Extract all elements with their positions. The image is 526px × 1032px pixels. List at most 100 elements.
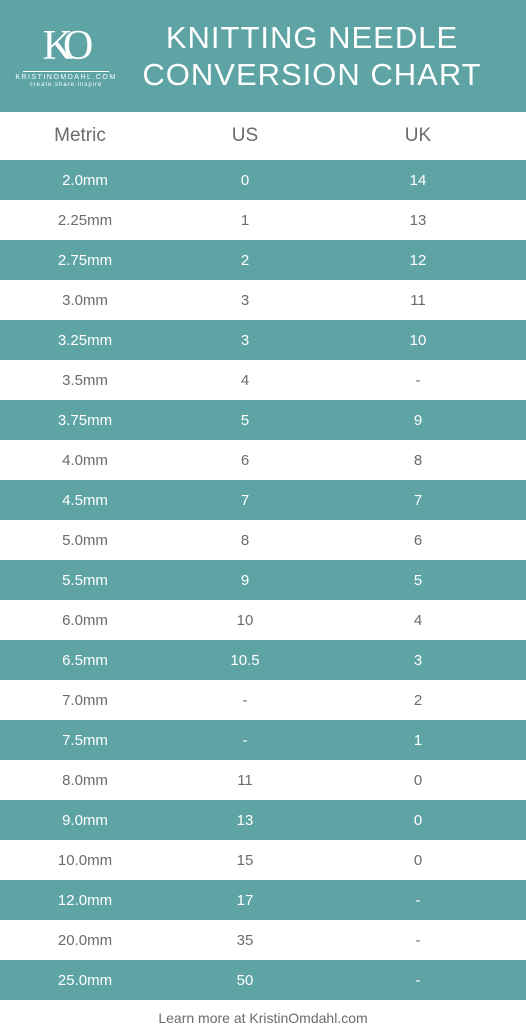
cell-uk: 12 <box>330 252 526 269</box>
cell-uk: 0 <box>330 812 526 829</box>
table-row: 20.0mm35- <box>0 920 526 960</box>
cell-us: 13 <box>160 812 330 829</box>
cell-uk: 0 <box>330 772 526 789</box>
table-row: 2.25mm113 <box>0 200 526 240</box>
cell-uk: - <box>330 372 526 389</box>
table-row: 9.0mm130 <box>0 800 526 840</box>
cell-metric: 4.0mm <box>0 452 160 469</box>
cell-uk: 6 <box>330 532 526 549</box>
cell-metric: 5.5mm <box>0 572 160 589</box>
header: KO KRISTINOMDAHL.COM create.share.inspir… <box>0 0 526 112</box>
cell-uk: 4 <box>330 612 526 629</box>
table-row: 2.0mm014 <box>0 160 526 200</box>
cell-metric: 2.25mm <box>0 212 160 229</box>
cell-metric: 6.0mm <box>0 612 160 629</box>
table-body: 2.0mm0142.25mm1132.75mm2123.0mm3113.25mm… <box>0 160 526 1000</box>
cell-us: 6 <box>160 452 330 469</box>
cell-metric: 25.0mm <box>0 972 160 989</box>
title-line-2: CONVERSION CHART <box>120 56 504 93</box>
col-header-us: US <box>160 125 330 147</box>
cell-uk: - <box>330 972 526 989</box>
cell-us: - <box>160 692 330 709</box>
cell-metric: 8.0mm <box>0 772 160 789</box>
cell-us: 9 <box>160 572 330 589</box>
cell-uk: 14 <box>330 172 526 189</box>
cell-uk: 1 <box>330 732 526 749</box>
cell-uk: 9 <box>330 412 526 429</box>
cell-metric: 3.75mm <box>0 412 160 429</box>
title-line-1: KNITTING NEEDLE <box>120 19 504 56</box>
table-row: 8.0mm110 <box>0 760 526 800</box>
table-row: 5.0mm86 <box>0 520 526 560</box>
cell-us: 10.5 <box>160 652 330 669</box>
page-title: KNITTING NEEDLE CONVERSION CHART <box>120 19 514 93</box>
cell-uk: 13 <box>330 212 526 229</box>
cell-us: 0 <box>160 172 330 189</box>
cell-uk: 11 <box>330 292 526 309</box>
cell-us: 50 <box>160 972 330 989</box>
cell-metric: 7.0mm <box>0 692 160 709</box>
cell-uk: 8 <box>330 452 526 469</box>
cell-us: 8 <box>160 532 330 549</box>
cell-metric: 2.75mm <box>0 252 160 269</box>
cell-metric: 3.25mm <box>0 332 160 349</box>
cell-uk: 0 <box>330 852 526 869</box>
cell-uk: - <box>330 892 526 909</box>
cell-us: 35 <box>160 932 330 949</box>
cell-us: 11 <box>160 772 330 789</box>
cell-metric: 3.5mm <box>0 372 160 389</box>
cell-us: 3 <box>160 332 330 349</box>
cell-metric: 20.0mm <box>0 932 160 949</box>
table-row: 12.0mm17- <box>0 880 526 920</box>
cell-metric: 9.0mm <box>0 812 160 829</box>
cell-uk: 5 <box>330 572 526 589</box>
logo-divider <box>23 71 109 72</box>
logo-url: KRISTINOMDAHL.COM <box>15 74 116 81</box>
cell-metric: 4.5mm <box>0 492 160 509</box>
table-row: 3.5mm4- <box>0 360 526 400</box>
cell-metric: 10.0mm <box>0 852 160 869</box>
cell-uk: 2 <box>330 692 526 709</box>
cell-us: 4 <box>160 372 330 389</box>
table-row: 3.0mm311 <box>0 280 526 320</box>
logo-o: O <box>63 25 89 67</box>
table-row: 3.75mm59 <box>0 400 526 440</box>
conversion-table: Metric US UK 2.0mm0142.25mm1132.75mm2123… <box>0 112 526 1000</box>
cell-metric: 2.0mm <box>0 172 160 189</box>
col-header-metric: Metric <box>0 125 160 147</box>
table-row: 5.5mm95 <box>0 560 526 600</box>
table-row: 2.75mm212 <box>0 240 526 280</box>
table-row: 3.25mm310 <box>0 320 526 360</box>
cell-us: 1 <box>160 212 330 229</box>
table-row: 25.0mm50- <box>0 960 526 1000</box>
cell-us: 10 <box>160 612 330 629</box>
cell-uk: 7 <box>330 492 526 509</box>
cell-uk: 10 <box>330 332 526 349</box>
table-row: 6.0mm104 <box>0 600 526 640</box>
cell-us: 3 <box>160 292 330 309</box>
logo-tagline: create.share.inspire <box>30 82 103 88</box>
table-row: 7.5mm-1 <box>0 720 526 760</box>
logo-initials: KO <box>40 25 93 67</box>
cell-us: 5 <box>160 412 330 429</box>
table-row: 10.0mm150 <box>0 840 526 880</box>
cell-us: - <box>160 732 330 749</box>
cell-us: 17 <box>160 892 330 909</box>
cell-metric: 7.5mm <box>0 732 160 749</box>
table-row: 4.0mm68 <box>0 440 526 480</box>
cell-us: 7 <box>160 492 330 509</box>
cell-us: 15 <box>160 852 330 869</box>
cell-uk: 3 <box>330 652 526 669</box>
brand-logo: KO KRISTINOMDAHL.COM create.share.inspir… <box>12 25 120 88</box>
table-header-row: Metric US UK <box>0 112 526 160</box>
table-row: 6.5mm10.53 <box>0 640 526 680</box>
table-row: 7.0mm-2 <box>0 680 526 720</box>
cell-metric: 3.0mm <box>0 292 160 309</box>
cell-metric: 12.0mm <box>0 892 160 909</box>
cell-metric: 5.0mm <box>0 532 160 549</box>
cell-metric: 6.5mm <box>0 652 160 669</box>
col-header-uk: UK <box>330 125 526 147</box>
cell-uk: - <box>330 932 526 949</box>
footer-text: Learn more at KristinOmdahl.com <box>0 1000 526 1032</box>
table-row: 4.5mm77 <box>0 480 526 520</box>
